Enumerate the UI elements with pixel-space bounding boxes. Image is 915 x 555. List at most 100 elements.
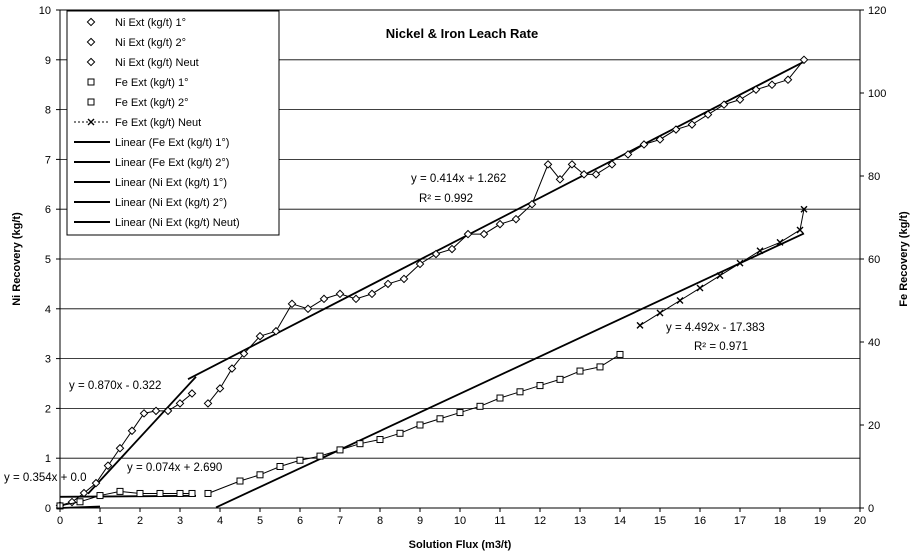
legend-marker [87, 118, 95, 126]
data-point [556, 375, 564, 383]
y2-axis-title: Fe Recovery (kg/t) [898, 211, 910, 307]
data-point [796, 226, 804, 234]
data-point [303, 304, 313, 314]
equation-fe-2: y = 4.492x - 17.383 [666, 322, 765, 334]
trendline-1 [87, 376, 197, 495]
data-point [463, 229, 473, 239]
x-tick-label: 4 [217, 515, 223, 527]
data-point [616, 350, 624, 358]
data-point [319, 294, 329, 304]
legend-label: Ni Ext (kg/t) 2° [115, 37, 186, 49]
y2-tick-label: 20 [868, 420, 880, 432]
legend: Ni Ext (kg/t) 1° Ni Ext (kg/t) 2° Ni Ext (… [66, 10, 280, 236]
series-line-1 [207, 163, 613, 404]
data-point [456, 409, 464, 417]
y-tick-label: 4 [45, 304, 51, 316]
x-tick-label: 1 [97, 515, 103, 527]
data-point [415, 259, 425, 269]
data-point [139, 409, 149, 418]
series-2 [623, 55, 809, 159]
legend-label: Fe Ext (kg/t) Neut [115, 117, 201, 129]
data-point [239, 349, 249, 358]
legend-item: Ni Ext (kg/t) 1° [86, 17, 186, 29]
data-point [636, 321, 644, 329]
data-point [579, 170, 589, 179]
x-tick-label: 8 [377, 515, 383, 527]
y-tick-label: 9 [45, 55, 51, 67]
data-point [256, 471, 264, 479]
data-point [163, 406, 173, 416]
x-tick-label: 9 [417, 515, 423, 527]
data-point [639, 140, 649, 149]
x-tick-label: 13 [574, 515, 586, 527]
data-point [336, 446, 344, 454]
y2-axis-ticks: 0 20 40 60 80 100 120 [860, 5, 886, 515]
data-point [496, 394, 504, 402]
data-point [367, 289, 377, 299]
data-point [227, 364, 237, 373]
series-0 [55, 389, 197, 510]
legend-box [66, 10, 280, 236]
data-point [479, 229, 489, 239]
legend-label: Linear (Ni Ext (kg/t) 2°) [115, 197, 227, 209]
data-point [716, 272, 724, 280]
legend-label: Ni Ext (kg/t) 1° [115, 17, 186, 29]
data-point [596, 363, 604, 371]
data-point [476, 402, 484, 410]
x-tick-label: 3 [177, 515, 183, 527]
y-tick-label: 7 [45, 154, 51, 166]
data-point [215, 384, 225, 393]
legend-item: Linear (Fe Ext (kg/t) 1°) [74, 137, 229, 149]
x-axis-title: Solution Flux (m3/t) [409, 539, 512, 551]
data-point [376, 436, 384, 444]
data-point [67, 497, 77, 507]
data-point [156, 489, 164, 497]
data-point [91, 478, 101, 488]
data-point [96, 492, 104, 500]
data-point [756, 247, 764, 255]
legend-marker [86, 37, 96, 47]
equation-fe-1: y = 0.074x + 2.690 [127, 462, 222, 474]
data-point [576, 367, 584, 375]
data-point [776, 238, 784, 246]
trendline-2 [215, 232, 805, 509]
data-point [527, 199, 537, 209]
data-point [296, 456, 304, 464]
trendline-3 [59, 494, 197, 498]
data-point [255, 331, 265, 341]
data-point [271, 326, 281, 336]
x-tick-label: 17 [734, 515, 746, 527]
data-point [79, 488, 89, 498]
data-point [176, 489, 184, 497]
legend-item: Ni Ext (kg/t) Neut [86, 57, 199, 69]
legend-label: Linear (Fe Ext (kg/t) 2°) [115, 157, 229, 169]
data-point [136, 489, 144, 497]
legend-item: Linear (Ni Ext (kg/t) Neut) [74, 217, 240, 229]
data-point [187, 389, 197, 398]
legend-marker [87, 98, 95, 106]
data-point [536, 382, 544, 390]
legend-item: Linear (Ni Ext (kg/t) 1°) [74, 177, 227, 189]
x-tick-label: 5 [257, 515, 263, 527]
data-point [543, 160, 553, 169]
data-point [287, 299, 297, 309]
legend-item: Fe Ext (kg/t) Neut [74, 117, 201, 129]
data-point [783, 75, 793, 85]
trendline-equations: y = 0.414x + 1.262 R² = 0.992 y = 0.870x… [4, 173, 765, 484]
data-point [555, 175, 565, 184]
data-point [696, 284, 704, 292]
y-tick-label: 10 [39, 5, 51, 17]
y2-tick-label: 120 [868, 5, 886, 17]
y-tick-label: 5 [45, 254, 51, 266]
x-tick-label: 14 [614, 515, 626, 527]
y-tick-label: 2 [45, 403, 51, 415]
data-point [800, 205, 808, 213]
x-tick-label: 6 [297, 515, 303, 527]
legend-label: Fe Ext (kg/t) 2° [115, 97, 188, 109]
x-tick-label: 2 [137, 515, 143, 527]
data-point [175, 399, 185, 408]
trendline-0 [187, 60, 805, 380]
data-series [55, 55, 809, 510]
data-point [203, 399, 213, 408]
r2-ni-2: R² = 0.992 [419, 193, 473, 205]
